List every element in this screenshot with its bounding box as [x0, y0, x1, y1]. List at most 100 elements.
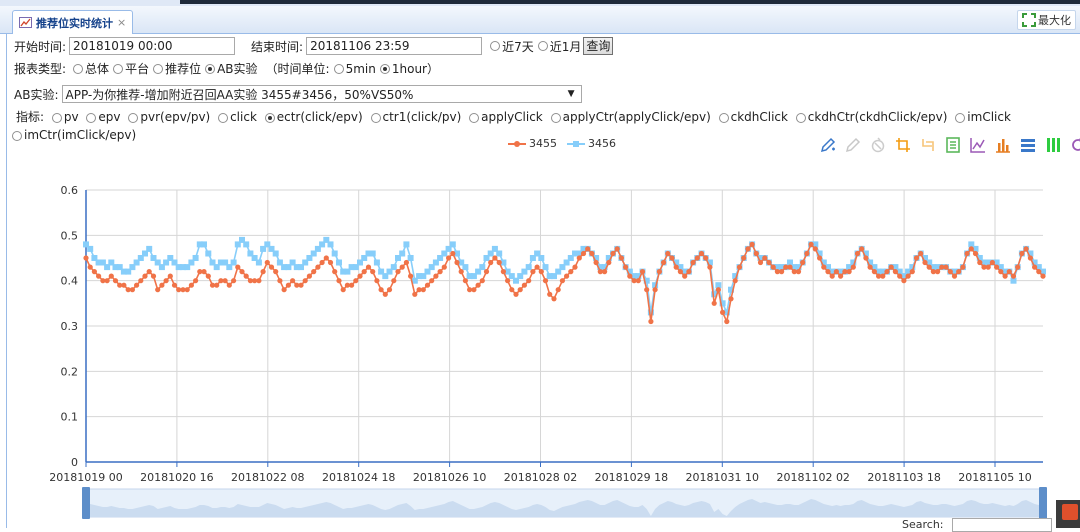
data-point-3456[interactable]	[905, 268, 912, 275]
data-point-3455[interactable]	[121, 282, 127, 288]
data-point-3456[interactable]	[230, 259, 237, 266]
data-point-3455[interactable]	[1015, 264, 1021, 270]
data-point-3456[interactable]	[922, 255, 928, 261]
data-point-3455[interactable]	[454, 259, 460, 266]
data-point-3456[interactable]	[529, 255, 536, 261]
data-point-3456[interactable]	[87, 245, 94, 252]
data-point-3455[interactable]	[226, 282, 232, 288]
data-point-3456[interactable]	[673, 259, 680, 266]
data-point-3455[interactable]	[610, 250, 616, 257]
data-point-3456[interactable]	[517, 273, 524, 280]
data-point-3455[interactable]	[897, 273, 903, 279]
data-point-3455[interactable]	[623, 264, 629, 270]
data-point-3455[interactable]	[892, 269, 899, 275]
data-point-3455[interactable]	[437, 269, 443, 275]
data-point-3456[interactable]	[340, 268, 347, 275]
data-point-3455[interactable]	[416, 287, 422, 293]
data-point-3455[interactable]	[770, 264, 776, 270]
data-point-3456[interactable]	[871, 264, 878, 271]
data-point-3455[interactable]	[298, 282, 304, 288]
metric-applyctr-radio[interactable]	[550, 112, 561, 123]
data-point-3456[interactable]	[298, 264, 304, 271]
data-point-3455[interactable]	[661, 259, 667, 266]
data-point-3456[interactable]	[395, 255, 401, 261]
data-point-3455[interactable]	[155, 287, 161, 293]
data-point-3456[interactable]	[732, 273, 739, 280]
data-point-3455[interactable]	[580, 250, 587, 257]
data-point-3455[interactable]	[391, 278, 397, 284]
data-point-3456[interactable]	[95, 259, 102, 266]
data-point-3455[interactable]	[252, 278, 258, 284]
data-point-3455[interactable]	[285, 282, 291, 288]
line-chart-icon[interactable]	[970, 137, 986, 153]
data-point-3455[interactable]	[433, 273, 439, 279]
data-point-3456[interactable]	[909, 264, 916, 271]
data-point-3455[interactable]	[327, 259, 334, 266]
datazoom-handle-left[interactable]	[82, 487, 90, 519]
data-point-3456[interactable]	[791, 264, 798, 271]
data-point-3455[interactable]	[677, 269, 684, 275]
data-point-3456[interactable]	[222, 259, 229, 266]
data-point-3455[interactable]	[542, 278, 549, 284]
data-point-3455[interactable]	[496, 259, 502, 266]
data-point-3455[interactable]	[871, 269, 878, 275]
data-point-3455[interactable]	[104, 278, 110, 284]
data-point-3456[interactable]	[926, 259, 933, 266]
data-point-3456[interactable]	[879, 268, 886, 275]
report-type-overall-radio[interactable]	[73, 63, 84, 74]
data-point-3455[interactable]	[673, 264, 679, 270]
metric-pv-radio[interactable]	[51, 112, 62, 123]
data-point-3455[interactable]	[576, 255, 582, 261]
data-point-3456[interactable]	[985, 259, 992, 266]
data-point-3456[interactable]	[327, 241, 334, 248]
data-point-3455[interactable]	[100, 278, 106, 284]
data-point-3456[interactable]	[643, 277, 650, 284]
data-point-3455[interactable]	[998, 269, 1004, 275]
data-point-3456[interactable]	[976, 255, 983, 261]
data-point-3456[interactable]	[538, 255, 545, 261]
data-point-3455[interactable]	[812, 246, 818, 252]
zoom-icon[interactable]	[895, 137, 911, 153]
data-point-3455[interactable]	[757, 259, 764, 266]
data-point-3455[interactable]	[197, 269, 203, 275]
data-point-3455[interactable]	[517, 287, 523, 293]
data-point-3456[interactable]	[369, 250, 376, 257]
data-point-3455[interactable]	[859, 246, 865, 252]
tab-close-icon[interactable]: ×	[117, 16, 127, 29]
data-point-3455[interactable]	[218, 278, 224, 284]
data-point-3456[interactable]	[504, 268, 511, 275]
data-point-3455[interactable]	[492, 255, 498, 261]
data-point-3456[interactable]	[993, 259, 1000, 266]
datazoom-handle-right[interactable]	[1039, 487, 1047, 519]
data-point-3456[interactable]	[226, 264, 233, 271]
data-point-3455[interactable]	[1002, 273, 1008, 279]
data-point-3455[interactable]	[943, 264, 949, 270]
data-point-3455[interactable]	[256, 278, 262, 284]
data-point-3456[interactable]	[217, 259, 224, 266]
data-point-3456[interactable]	[293, 264, 300, 271]
data-point-3455[interactable]	[332, 269, 338, 275]
data-point-3455[interactable]	[774, 269, 781, 275]
data-point-3455[interactable]	[766, 259, 772, 266]
refresh-icon[interactable]	[1070, 137, 1080, 153]
data-point-3456[interactable]	[175, 264, 182, 271]
data-point-3455[interactable]	[521, 282, 528, 288]
data-point-3455[interactable]	[568, 269, 574, 275]
data-point-3455[interactable]	[424, 282, 431, 288]
data-point-3455[interactable]	[741, 255, 747, 261]
data-point-3456[interactable]	[142, 250, 148, 257]
data-point-3456[interactable]	[1010, 277, 1017, 284]
data-point-3455[interactable]	[698, 250, 705, 257]
data-point-3455[interactable]	[627, 273, 633, 279]
data-point-3455[interactable]	[108, 273, 114, 279]
data-point-3455[interactable]	[370, 269, 376, 275]
data-point-3456[interactable]	[829, 268, 836, 275]
data-point-3456[interactable]	[104, 264, 111, 271]
pencil-icon[interactable]	[820, 137, 836, 153]
metric-applyclick-radio[interactable]	[469, 112, 480, 123]
data-point-3455[interactable]	[846, 269, 852, 275]
data-point-3456[interactable]	[445, 245, 452, 252]
maximize-button[interactable]: 最大化	[1017, 10, 1076, 30]
data-point-3455[interactable]	[125, 287, 131, 293]
data-point-3455[interactable]	[467, 287, 473, 293]
